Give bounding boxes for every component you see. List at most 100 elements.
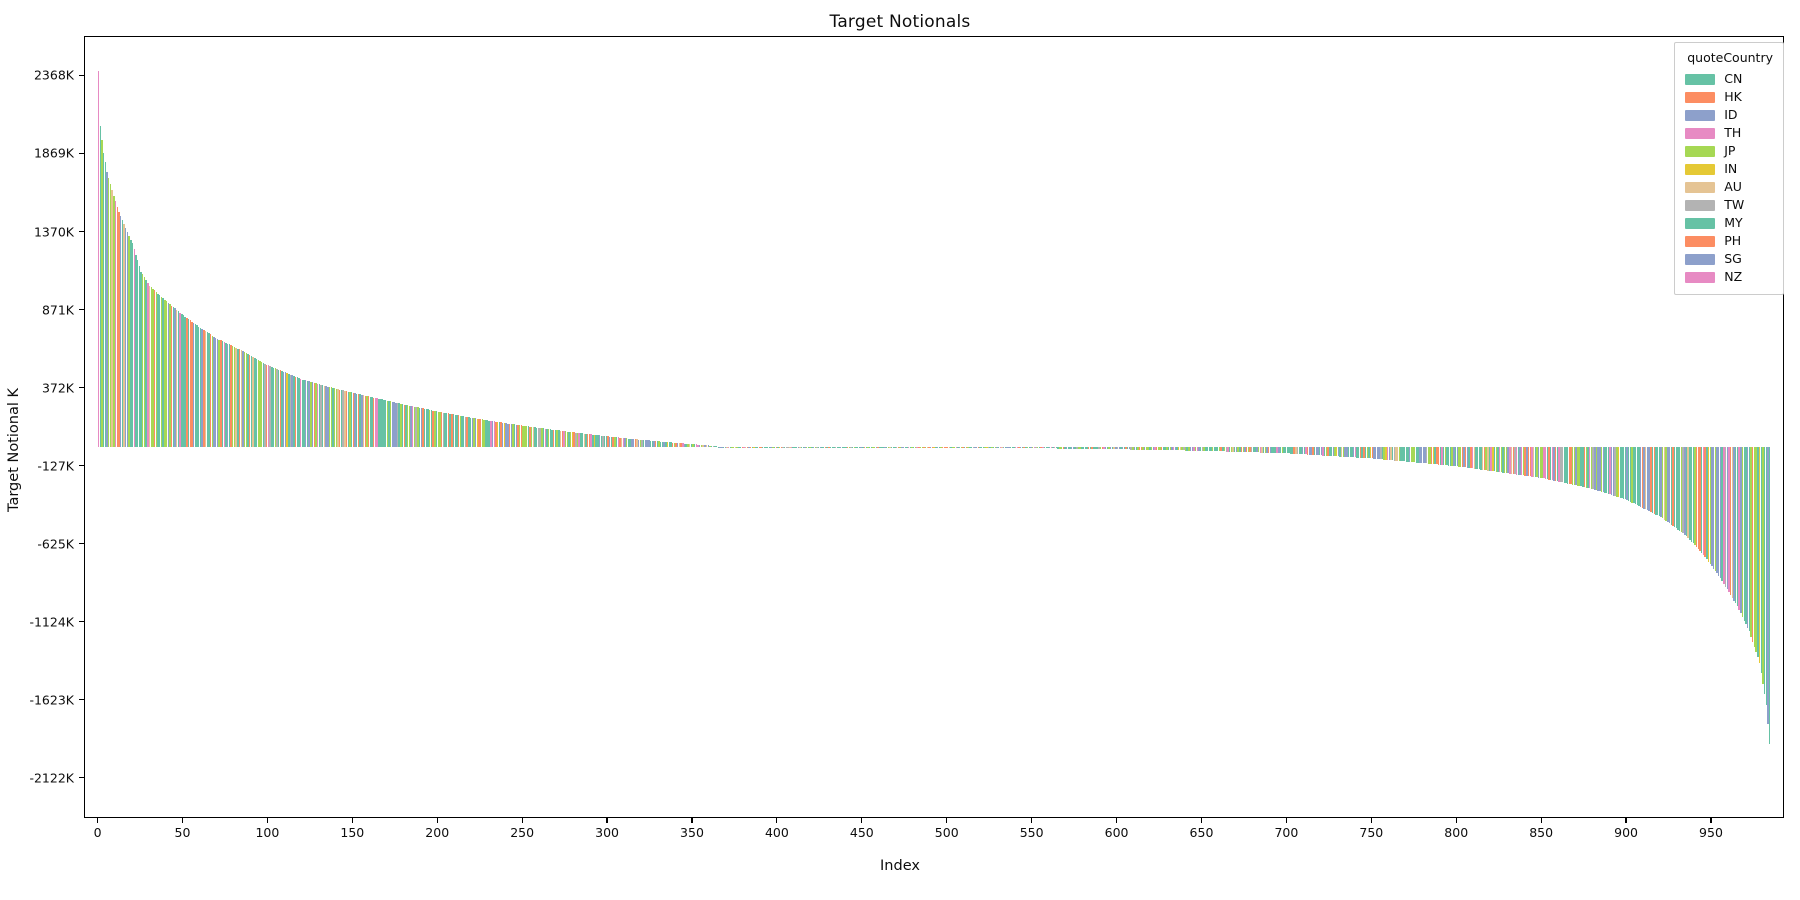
bar (1597, 446, 1599, 491)
bar (592, 434, 594, 447)
bar (1369, 446, 1372, 459)
bar (811, 446, 813, 448)
bar (1546, 446, 1548, 480)
bar (724, 446, 726, 448)
legend-item-id[interactable]: ID (1685, 106, 1773, 124)
bar (1325, 446, 1328, 456)
bar (1339, 446, 1341, 457)
bar (860, 446, 862, 448)
bar (116, 206, 118, 447)
bar (282, 371, 285, 447)
x-tick-label: 100 (255, 825, 280, 840)
bar (191, 321, 193, 447)
legend-item-nz[interactable]: NZ (1685, 268, 1773, 286)
bar (1497, 446, 1499, 472)
bar (237, 348, 239, 447)
bar (646, 440, 648, 447)
legend-item-au[interactable]: AU (1685, 178, 1773, 196)
bar (1366, 446, 1368, 459)
bar (870, 446, 873, 448)
bar (435, 411, 438, 447)
bar (1228, 446, 1231, 452)
bar (890, 446, 893, 448)
bar (1288, 446, 1290, 454)
bar (1600, 446, 1603, 492)
bar (366, 395, 368, 447)
bar (722, 446, 725, 448)
x-tick-label: 450 (849, 825, 874, 840)
bar (1434, 446, 1436, 465)
bar (308, 381, 310, 447)
legend-item-tw[interactable]: TW (1685, 196, 1773, 214)
bar (590, 434, 592, 447)
bar (1276, 446, 1278, 454)
bar (1305, 446, 1307, 455)
bar (840, 446, 842, 448)
bar (1118, 446, 1120, 450)
bar (1169, 446, 1171, 451)
bar (1286, 446, 1289, 454)
bar (977, 446, 979, 448)
legend-item-cn[interactable]: CN (1685, 70, 1773, 88)
bar (626, 438, 628, 447)
bar (671, 442, 674, 447)
bar (1351, 446, 1353, 458)
bar (710, 445, 713, 447)
bar (1201, 446, 1204, 451)
bar (1232, 446, 1234, 452)
bar (209, 334, 212, 447)
bar (189, 320, 191, 447)
bar (843, 446, 845, 448)
bar (1558, 446, 1560, 482)
bar (994, 446, 996, 448)
bar (1245, 446, 1248, 453)
bar (194, 324, 197, 447)
x-tick-label: 150 (340, 825, 365, 840)
bar (1060, 446, 1063, 449)
bar (743, 446, 745, 448)
bar (1127, 446, 1129, 450)
x-tick-label: 600 (1104, 825, 1129, 840)
bar (437, 411, 439, 447)
bar (181, 313, 183, 447)
bar (1308, 446, 1311, 455)
legend-item-hk[interactable]: HK (1685, 88, 1773, 106)
legend-item-th[interactable]: TH (1685, 124, 1773, 142)
bar (1431, 446, 1433, 464)
bar (208, 333, 210, 447)
x-tick-mark (1370, 818, 1372, 823)
legend[interactable]: quoteCountry CN HK ID TH JP IN AU TW MY PH SG NZ (1674, 42, 1784, 295)
legend-item-sg[interactable]: SG (1685, 250, 1773, 268)
legend-item-ph[interactable]: PH (1685, 232, 1773, 250)
bar (1628, 446, 1630, 501)
bar (783, 446, 786, 448)
bar (420, 408, 422, 447)
bar (1081, 446, 1083, 449)
bar (361, 394, 363, 447)
legend-item-in[interactable]: IN (1685, 160, 1773, 178)
bar (1551, 446, 1554, 481)
bar (1227, 446, 1229, 452)
bar (969, 446, 971, 448)
bar (841, 446, 844, 448)
bar (736, 446, 738, 448)
bar (1301, 446, 1304, 455)
bar (1729, 446, 1732, 596)
bar (1047, 446, 1049, 449)
x-tick-label: 400 (764, 825, 789, 840)
bar (1424, 446, 1426, 464)
legend-item-my[interactable]: MY (1685, 214, 1773, 232)
bar (347, 391, 349, 447)
bar (914, 446, 917, 448)
bar (316, 383, 319, 447)
bar (989, 446, 991, 448)
bar (529, 426, 531, 447)
x-tick-label: 800 (1444, 825, 1469, 840)
legend-item-jp[interactable]: JP (1685, 142, 1773, 160)
bar (446, 413, 448, 447)
bar (1045, 446, 1047, 449)
bar (974, 446, 976, 448)
bar (530, 426, 533, 447)
bar (787, 446, 789, 448)
bar (570, 431, 572, 447)
